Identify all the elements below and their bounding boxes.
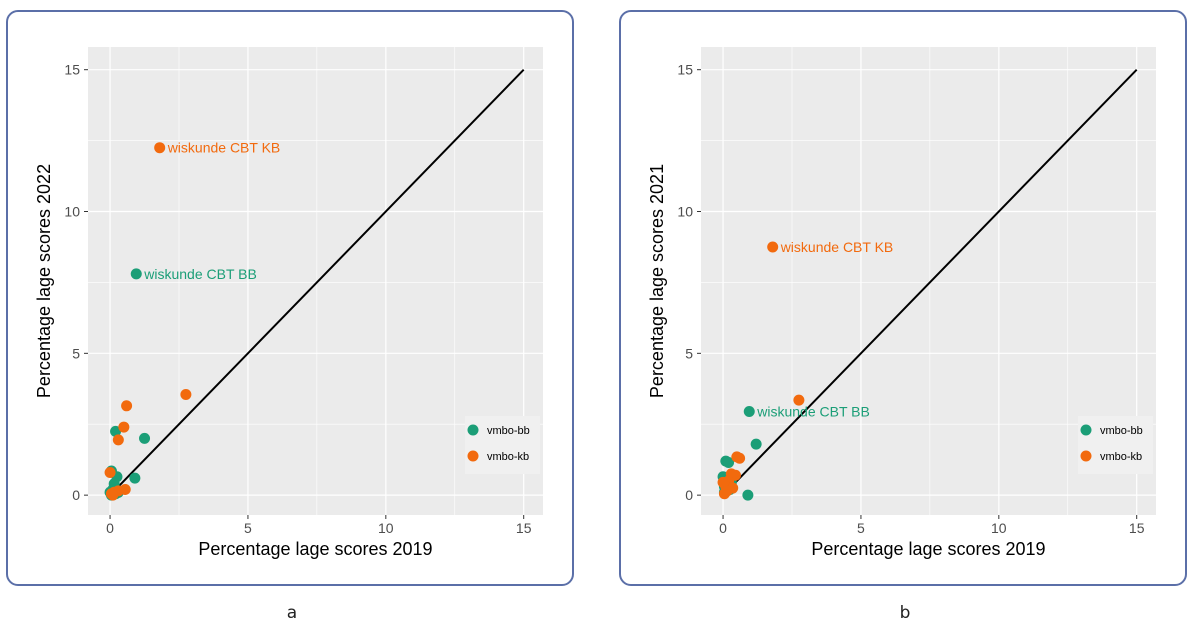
data-point-vmbo-kb	[112, 434, 124, 446]
data-point-vmbo-bb	[130, 268, 142, 280]
point-annotation: wiskunde CBT KB	[167, 140, 281, 156]
data-point-vmbo-kb	[734, 452, 746, 464]
y-tick-label: 5	[685, 345, 693, 361]
legend-label-vmbo-bb: vmbo-bb	[487, 425, 530, 437]
x-tick-label: 0	[719, 520, 727, 536]
y-tick-label: 5	[72, 345, 80, 361]
x-tick-label: 5	[857, 520, 865, 536]
data-point-vmbo-kb	[118, 421, 130, 433]
legend-background	[1078, 416, 1153, 474]
chart-panel-a: 0 5 10 15 0 5 10 15 Percentage lage scores 2019 P…	[6, 10, 574, 586]
legend-label-vmbo-kb: vmbo-kb	[1100, 451, 1142, 463]
data-point-vmbo-bb	[723, 457, 735, 469]
y-axis-title: Percentage lage scores 2021	[647, 164, 667, 398]
scatter-plot-b: 0 5 10 15 0 5 10 15 Percentage lage scores 2019 P…	[647, 47, 1156, 559]
legend-key-vmbo-kb	[1080, 450, 1092, 462]
data-point-vmbo-bb	[139, 432, 151, 444]
legend-label-vmbo-bb: vmbo-bb	[1100, 425, 1143, 437]
y-axis-title: Percentage lage scores 2022	[34, 164, 54, 398]
x-tick-label: 10	[378, 520, 394, 536]
x-axis-title: Percentage lage scores 2019	[198, 539, 432, 559]
chart-panel-b: 0 5 10 15 0 5 10 15 Percentage lage scores 2019 P…	[619, 10, 1187, 586]
y-tick-label: 0	[685, 487, 693, 503]
legend-background	[465, 416, 540, 474]
data-point-vmbo-bb	[742, 489, 754, 501]
legend-key-vmbo-bb	[1080, 424, 1092, 436]
legend-label-vmbo-kb: vmbo-kb	[487, 451, 529, 463]
data-point-vmbo-kb	[107, 489, 119, 501]
data-point-vmbo-kb	[767, 241, 779, 253]
data-point-vmbo-kb	[718, 488, 730, 500]
y-tick-label: 15	[677, 62, 693, 78]
legend: vmbo-bb vmbo-kb	[465, 416, 540, 474]
data-point-vmbo-bb	[743, 405, 755, 417]
x-tick-label: 0	[106, 520, 114, 536]
legend-key-vmbo-bb	[467, 424, 479, 436]
series-vmbo-kb	[717, 241, 805, 500]
scatter-plot-a: 0 5 10 15 0 5 10 15 Percentage lage scores 2019 P…	[34, 47, 543, 559]
x-tick-label: 5	[244, 520, 252, 536]
data-point-vmbo-kb	[793, 394, 805, 406]
x-tick-label: 15	[516, 520, 532, 536]
y-tick-label: 10	[677, 204, 693, 220]
data-point-vmbo-kb	[154, 142, 166, 154]
series-vmbo-kb	[104, 142, 192, 501]
legend-key-vmbo-kb	[467, 450, 479, 462]
data-point-vmbo-bb	[110, 425, 122, 437]
data-point-vmbo-kb	[180, 388, 192, 400]
data-point-vmbo-bb	[750, 438, 762, 450]
panel-caption-b: b	[899, 603, 911, 623]
y-tick-label: 15	[64, 62, 80, 78]
data-point-vmbo-kb	[104, 466, 116, 478]
x-tick-label: 15	[1129, 520, 1145, 536]
y-tick-label: 10	[64, 204, 80, 220]
x-tick-label: 10	[991, 520, 1007, 536]
reference-line	[109, 68, 525, 496]
y-tick-label: 0	[72, 487, 80, 503]
point-annotation: wiskunde CBT KB	[780, 239, 894, 255]
panel-caption-a: a	[286, 603, 298, 623]
data-point-vmbo-bb	[129, 472, 141, 484]
reference-line	[722, 68, 1138, 496]
point-annotation: wiskunde CBT BB	[756, 403, 870, 419]
x-axis-title: Percentage lage scores 2019	[811, 539, 1045, 559]
data-point-vmbo-kb	[121, 400, 133, 412]
legend: vmbo-bb vmbo-kb	[1078, 416, 1153, 474]
point-annotation: wiskunde CBT BB	[143, 266, 257, 282]
